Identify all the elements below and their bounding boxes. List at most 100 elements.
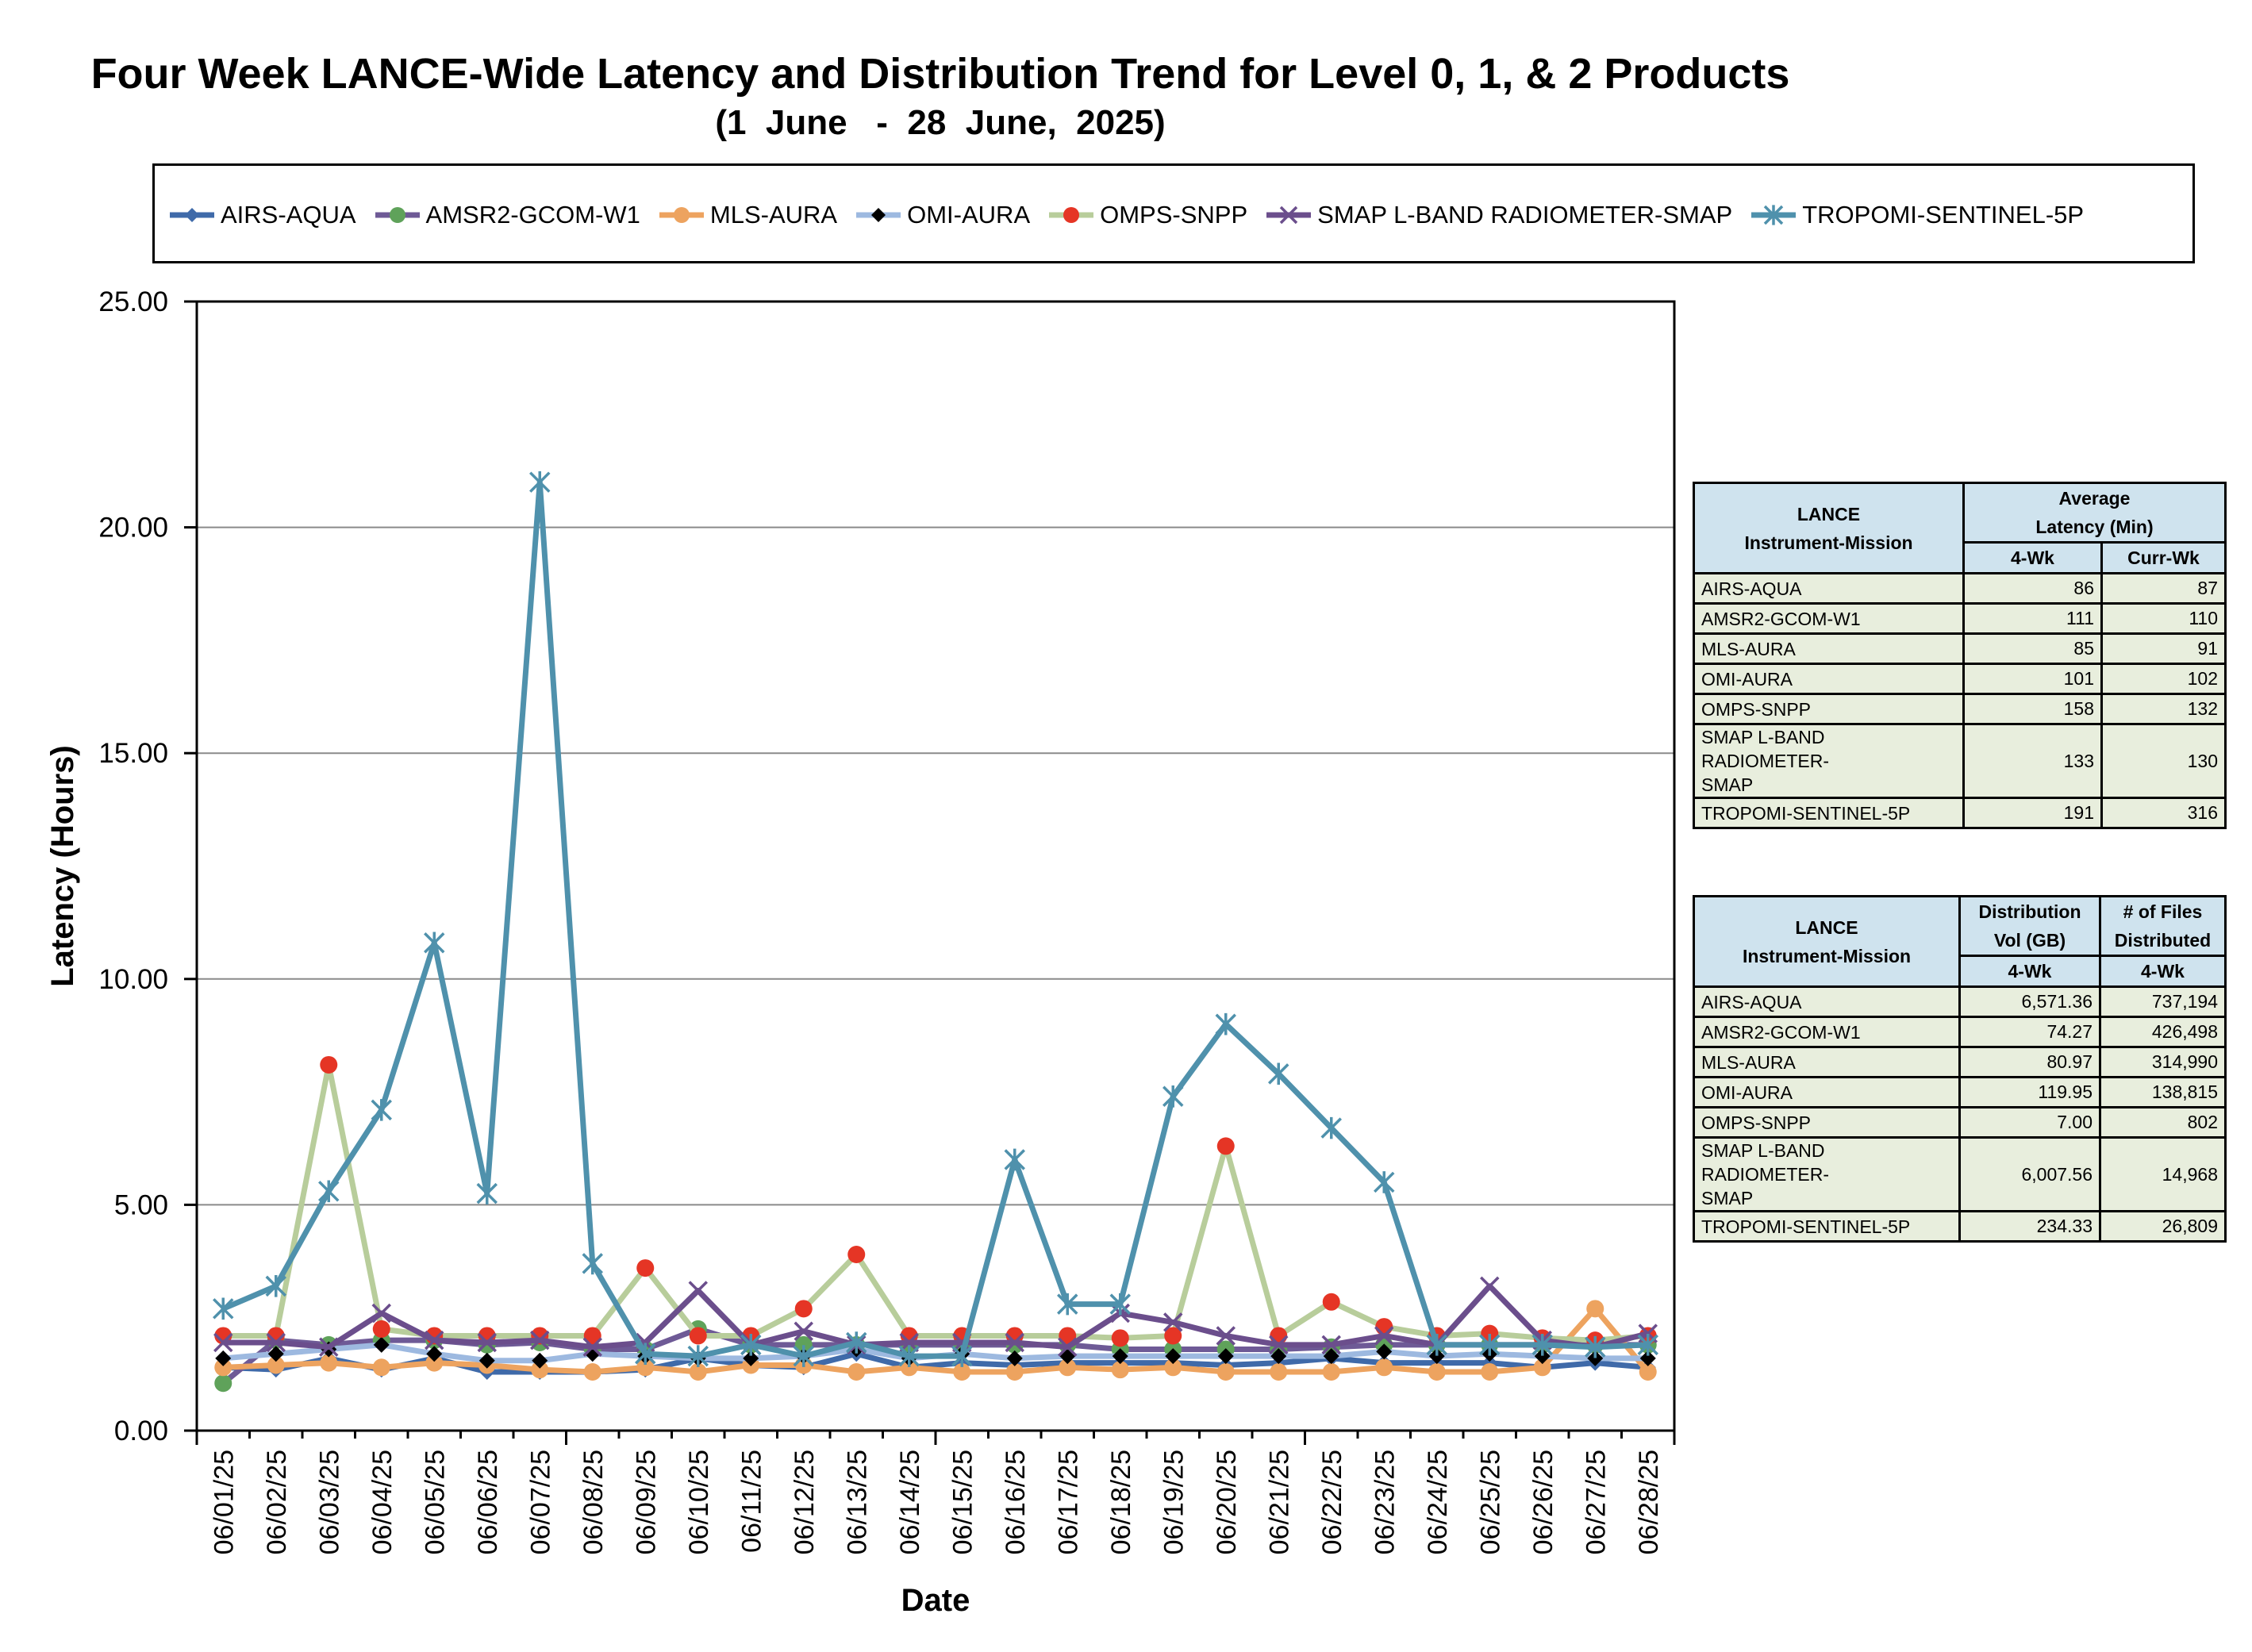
data-point <box>1320 1116 1342 1139</box>
data-point <box>1059 1327 1077 1345</box>
data-point <box>740 1334 762 1356</box>
data-point <box>1215 1012 1236 1035</box>
x-tick-label: 06/08/25 <box>578 1450 609 1554</box>
distribution-table: LANCE Instrument-Mission Distribution Vol (… <box>1693 895 2227 1243</box>
latency-4wk-cell: 191 <box>1962 797 2103 829</box>
distribution-vol-cell: 74.27 <box>1958 1016 2101 1048</box>
data-point <box>371 1099 392 1121</box>
table-row: SMAP L-BAND RADIOMETER- SMAP 6,007.56 14,96… <box>1693 1136 2227 1212</box>
latency-table: LANCE Instrument-Mission Average Latency (M… <box>1693 482 2227 829</box>
data-point <box>1374 1326 1394 1346</box>
data-point <box>582 1252 603 1275</box>
legend-marker <box>673 207 690 223</box>
legend-label: OMPS-SNPP <box>1100 201 1248 229</box>
column-header: LANCE Instrument-Mission <box>1693 482 1965 574</box>
legend-marker <box>871 208 886 222</box>
instrument-mission-cell: SMAP L-BAND RADIOMETER- SMAP <box>1693 1136 1961 1212</box>
distribution-vol-cell: 6,007.56 <box>1958 1136 2101 1212</box>
latency-currwk-cell: 110 <box>2100 602 2227 635</box>
x-tick-label: 06/15/25 <box>947 1450 978 1554</box>
data-point <box>898 1345 920 1367</box>
data-point <box>318 1180 340 1203</box>
column-header: Average Latency (Min) <box>1962 482 2227 544</box>
data-point <box>372 1358 390 1377</box>
data-point <box>1374 1171 1395 1193</box>
table-row: AMSR2-GCOM-W1 111 110 <box>1693 602 2227 635</box>
column-subheader: 4-Wk <box>2099 955 2227 988</box>
data-point <box>425 1330 444 1350</box>
data-point <box>1376 1343 1393 1360</box>
data-point <box>687 1345 709 1367</box>
latency-4wk-cell: 133 <box>1962 723 2103 799</box>
data-point <box>1163 1085 1184 1108</box>
x-tick-label: 06/21/25 <box>1264 1450 1294 1554</box>
x-tick-label: 06/24/25 <box>1423 1450 1453 1554</box>
column-subheader: 4-Wk <box>1958 955 2101 988</box>
legend-label: TROPOMI-SENTINEL-5P <box>1802 201 2085 229</box>
instrument-mission-cell: AMSR2-GCOM-W1 <box>1693 1016 1961 1048</box>
legend-label: AIRS-AQUA <box>221 201 356 229</box>
legend-swatch <box>856 208 901 222</box>
data-point <box>1375 1318 1393 1336</box>
data-point <box>1426 1334 1447 1356</box>
data-point <box>1217 1348 1234 1365</box>
x-tick-label: 06/01/25 <box>209 1450 239 1554</box>
data-point <box>1481 1363 1499 1381</box>
data-point <box>1216 1326 1236 1346</box>
data-point <box>265 1275 286 1297</box>
legend-item-omi-aura: OMI-AURA <box>855 201 1030 229</box>
data-point <box>213 1332 233 1353</box>
data-point <box>636 1358 655 1377</box>
table-row: AMSR2-GCOM-W1 74.27 426,498 <box>1693 1016 2227 1048</box>
data-point <box>953 1363 971 1381</box>
series-line-smap-l-band-radiometer-smap <box>223 1283 1649 1350</box>
data-point <box>1531 1334 1553 1356</box>
x-tick-label: 06/13/25 <box>842 1450 872 1554</box>
files-distributed-cell: 802 <box>2099 1106 2227 1139</box>
data-point <box>267 1346 284 1362</box>
data-point <box>1639 1363 1657 1381</box>
legend-label: MLS-AURA <box>709 201 838 229</box>
data-point <box>1428 1348 1445 1365</box>
x-tick-label: 06/22/25 <box>1317 1450 1347 1554</box>
data-point <box>951 1345 973 1367</box>
table-row: AIRS-AQUA 6,571.36 737,194 <box>1693 985 2227 1018</box>
legend-swatch <box>1049 207 1094 223</box>
legend-marker <box>1763 205 1784 225</box>
legend-item-amsr2-gcom-w1: AMSR2-GCOM-W1 <box>374 201 640 229</box>
latency-currwk-cell: 130 <box>2100 723 2227 799</box>
instrument-mission-cell: OMPS-SNPP <box>1693 693 1965 725</box>
data-point <box>1058 1337 1078 1357</box>
data-point <box>424 932 445 955</box>
data-point <box>1268 1062 1289 1085</box>
instrument-mission-cell: OMI-AURA <box>1693 1076 1961 1108</box>
data-point <box>1428 1363 1446 1381</box>
data-point <box>1375 1358 1393 1377</box>
legend-label: OMI-AURA <box>907 201 1031 229</box>
data-point <box>1637 1334 1658 1356</box>
data-point <box>846 1331 867 1354</box>
x-tick-label: 06/26/25 <box>1528 1450 1558 1554</box>
table-row: OMPS-SNPP 158 132 <box>1693 693 2227 725</box>
data-point <box>532 1352 548 1369</box>
instrument-mission-cell: MLS-AURA <box>1693 1046 1961 1078</box>
legend-swatch <box>1751 205 1797 225</box>
x-tick-label: 06/25/25 <box>1475 1450 1505 1554</box>
column-header: Distribution Vol (GB) <box>1958 895 2101 957</box>
data-point <box>689 1327 707 1345</box>
legend-swatch <box>375 207 420 223</box>
plot-area <box>195 300 1676 1432</box>
data-point <box>373 1336 390 1353</box>
x-tick-label: 06/11/25 <box>736 1450 767 1553</box>
x-tick-label: 06/02/25 <box>262 1450 292 1554</box>
files-distributed-cell: 426,498 <box>2099 1016 2227 1048</box>
x-axis-label: Date <box>901 1583 970 1618</box>
table-subheader-row: 4-Wk 4-Wk <box>1694 955 2227 988</box>
table-row: TROPOMI-SENTINEL-5P 191 316 <box>1693 797 2227 829</box>
distribution-vol-cell: 119.95 <box>1958 1076 2101 1108</box>
data-point <box>1639 1350 1656 1366</box>
latency-currwk-cell: 91 <box>2100 632 2227 665</box>
data-point <box>635 1343 656 1366</box>
data-point <box>743 1350 759 1366</box>
data-point <box>1533 1358 1551 1377</box>
